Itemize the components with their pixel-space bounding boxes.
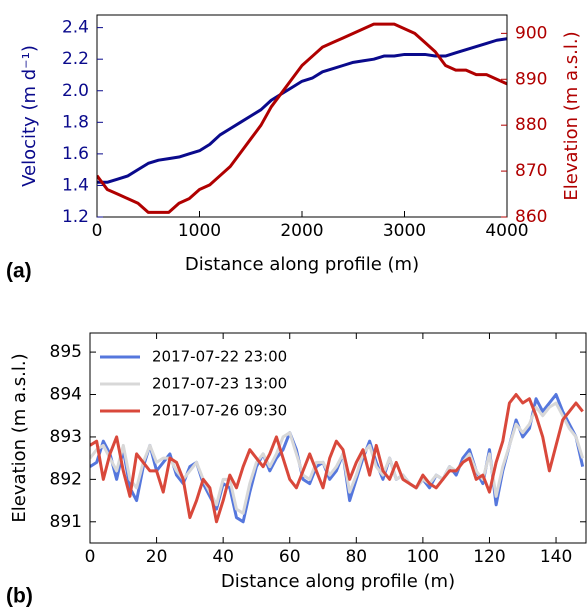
x-tick-label: 2000: [280, 221, 323, 241]
y-tick-label: 891: [50, 512, 82, 532]
y-axis-label: Velocity (m d⁻¹): [19, 45, 40, 187]
x-tick-label: 0: [85, 547, 96, 567]
y2-tick-label: 890: [515, 69, 547, 89]
plot-frame: [89, 332, 587, 544]
chart: 0 1000 2000 3000 4000 1.2 1.4 1.6 1.8 2.0 2.2 2.4 86…: [6, 14, 582, 283]
y-axis-label: Elevation (m a.s.l.): [9, 353, 30, 522]
x-tick-label: 120: [473, 547, 505, 567]
x-axis-label: Distance along profile (m): [221, 571, 455, 592]
y2-tick-label: 900: [515, 23, 547, 43]
x-tick-label: 1000: [178, 221, 221, 241]
plot-frame: [96, 14, 508, 218]
data-line: [97, 22, 507, 214]
data-line: [90, 393, 584, 524]
y-tick-label: 1.4: [62, 175, 89, 195]
x-tick-label: 140: [540, 547, 572, 567]
data-line: [97, 37, 507, 184]
y-tick-label: 2.0: [62, 81, 89, 101]
y2-tick-label: 880: [515, 115, 547, 135]
y-tick-label: 893: [50, 427, 82, 447]
x-axis-label: Distance along profile (m): [185, 254, 419, 275]
y2-axis-label: Elevation (m a.s.l.): [561, 31, 582, 200]
y-tick-label: 895: [50, 342, 82, 362]
x-tick-label: 20: [146, 547, 168, 567]
x-tick-label: 80: [345, 547, 367, 567]
y-tick-label: 2.2: [62, 49, 89, 69]
data-line: [90, 401, 585, 515]
chart: 0 20 40 60 80 100 120 140 891 892 893 894 895 Distanc…: [6, 332, 587, 608]
x-tick-label: 3000: [383, 221, 426, 241]
x-tick-label: 4000: [485, 221, 528, 241]
legend-label: 2017-07-22 23:00: [152, 348, 287, 366]
x-tick-label: 0: [92, 221, 103, 241]
x-tick-label: 100: [407, 547, 439, 567]
panel-label: (b): [6, 585, 33, 608]
legend-label: 2017-07-26 09:30: [152, 402, 287, 420]
y2-tick-label: 860: [515, 207, 547, 227]
x-tick-label: 60: [279, 547, 301, 567]
y-tick-label: 1.6: [62, 144, 89, 164]
y-tick-label: 2.4: [62, 18, 89, 38]
legend: 2017-07-22 23:00 2017-07-23 13:00 2017-07-…: [100, 348, 287, 420]
y-tick-label: 1.8: [62, 112, 89, 132]
panel-label: (a): [6, 260, 32, 283]
y-tick-label: 1.2: [62, 207, 89, 227]
y-tick-label: 892: [50, 469, 82, 489]
x-tick-label: 40: [212, 547, 234, 567]
y2-tick-label: 870: [515, 161, 547, 181]
y-tick-label: 894: [50, 385, 82, 405]
legend-label: 2017-07-23 13:00: [152, 375, 287, 393]
